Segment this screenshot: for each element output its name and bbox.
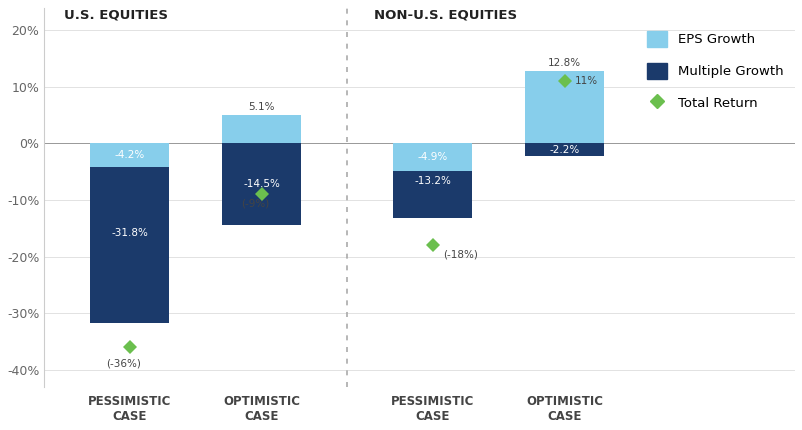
Text: -13.2%: -13.2% xyxy=(415,176,452,186)
Bar xyxy=(222,143,301,225)
Text: NON-U.S. EQUITIES: NON-U.S. EQUITIES xyxy=(374,9,516,22)
Bar xyxy=(91,143,169,323)
Text: (-18%): (-18%) xyxy=(444,250,478,260)
Text: -2.2%: -2.2% xyxy=(549,144,580,155)
Bar xyxy=(222,114,301,143)
Text: -14.5%: -14.5% xyxy=(243,179,280,190)
Bar xyxy=(91,143,169,167)
Bar xyxy=(393,143,472,171)
Text: 12.8%: 12.8% xyxy=(548,58,581,68)
Bar xyxy=(525,71,604,143)
Text: -4.9%: -4.9% xyxy=(418,152,448,162)
Bar xyxy=(393,143,472,218)
Text: U.S. EQUITIES: U.S. EQUITIES xyxy=(64,9,168,22)
Bar xyxy=(525,143,604,156)
Legend: EPS Growth, Multiple Growth, Total Return: EPS Growth, Multiple Growth, Total Retur… xyxy=(642,25,788,116)
Text: 5.1%: 5.1% xyxy=(249,102,275,112)
Text: -31.8%: -31.8% xyxy=(111,228,148,238)
Text: (-36%): (-36%) xyxy=(106,359,140,369)
Text: -4.2%: -4.2% xyxy=(115,150,145,160)
Text: (-9%): (-9%) xyxy=(241,199,269,209)
Text: 11%: 11% xyxy=(575,76,598,86)
